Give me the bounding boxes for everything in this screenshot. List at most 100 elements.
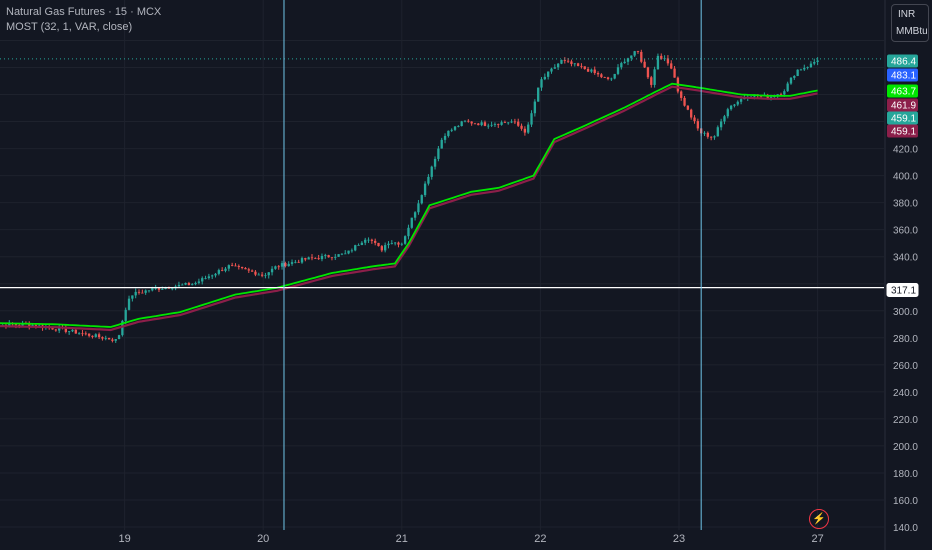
indicator-title[interactable]: MOST (32, 1, VAR, close) xyxy=(6,21,133,33)
candle-body[interactable] xyxy=(211,275,214,277)
candle-body[interactable] xyxy=(593,69,596,73)
candle-body[interactable] xyxy=(111,339,114,341)
candle-body[interactable] xyxy=(84,333,87,335)
candle-body[interactable] xyxy=(533,101,537,114)
candle-body[interactable] xyxy=(716,127,719,137)
candle-body[interactable] xyxy=(350,250,354,252)
candle-body[interactable] xyxy=(503,122,507,124)
candle-body[interactable] xyxy=(114,339,117,341)
candle-body[interactable] xyxy=(463,120,467,122)
candle-body[interactable] xyxy=(340,253,344,255)
candle-body[interactable] xyxy=(410,217,413,228)
candle-body[interactable] xyxy=(107,337,111,340)
candle-body[interactable] xyxy=(287,263,290,267)
candle-body[interactable] xyxy=(570,61,573,65)
candle-body[interactable] xyxy=(500,122,503,125)
candle-body[interactable] xyxy=(566,60,570,62)
candle-body[interactable] xyxy=(347,250,350,254)
candle-body[interactable] xyxy=(403,236,407,244)
candle-body[interactable] xyxy=(121,320,124,336)
candle-body[interactable] xyxy=(393,242,397,244)
candle-body[interactable] xyxy=(517,121,520,126)
candle-body[interactable] xyxy=(267,272,270,276)
candle-body[interactable] xyxy=(310,257,314,259)
candle-body[interactable] xyxy=(789,77,793,84)
candle-body[interactable] xyxy=(247,269,250,271)
candle-body[interactable] xyxy=(709,136,713,138)
candle-body[interactable] xyxy=(683,97,686,106)
candle-body[interactable] xyxy=(733,104,736,106)
candle-body[interactable] xyxy=(453,126,457,130)
candle-body[interactable] xyxy=(370,239,374,241)
candle-body[interactable] xyxy=(630,55,633,59)
candle-body[interactable] xyxy=(87,333,91,336)
candle-body[interactable] xyxy=(18,325,21,326)
candle-body[interactable] xyxy=(377,242,380,247)
candle-body[interactable] xyxy=(171,288,174,290)
candle-body[interactable] xyxy=(64,327,67,332)
candle-body[interactable] xyxy=(633,51,636,56)
candle-body[interactable] xyxy=(806,67,809,68)
candle-body[interactable] xyxy=(304,258,307,260)
candle-body[interactable] xyxy=(660,55,663,59)
candle-body[interactable] xyxy=(28,323,31,327)
candle-body[interactable] xyxy=(384,245,387,251)
candle-body[interactable] xyxy=(656,55,660,70)
candle-body[interactable] xyxy=(447,130,450,136)
candle-body[interactable] xyxy=(307,257,310,260)
candle-body[interactable] xyxy=(477,123,480,126)
candle-body[interactable] xyxy=(400,243,403,245)
candle-body[interactable] xyxy=(470,121,473,124)
candle-body[interactable] xyxy=(141,292,144,294)
candle-body[interactable] xyxy=(300,258,304,263)
candle-body[interactable] xyxy=(314,258,317,259)
candle-body[interactable] xyxy=(690,109,693,118)
candle-body[interactable] xyxy=(443,135,447,140)
candle-body[interactable] xyxy=(493,124,497,125)
candle-body[interactable] xyxy=(497,124,500,125)
candle-body[interactable] xyxy=(380,246,384,251)
candle-body[interactable] xyxy=(736,101,739,105)
candle-body[interactable] xyxy=(217,270,221,274)
candle-body[interactable] xyxy=(91,335,94,337)
candle-body[interactable] xyxy=(620,63,623,68)
candle-body[interactable] xyxy=(440,139,443,149)
candle-body[interactable] xyxy=(766,94,769,99)
candle-body[interactable] xyxy=(270,268,274,273)
most-band-line[interactable] xyxy=(0,85,818,332)
candle-body[interactable] xyxy=(124,309,127,321)
candle-body[interactable] xyxy=(616,67,620,74)
candle-body[interactable] xyxy=(537,87,540,102)
candle-body[interactable] xyxy=(640,51,643,62)
candle-body[interactable] xyxy=(507,122,510,124)
candle-body[interactable] xyxy=(214,273,217,276)
candle-body[interactable] xyxy=(573,63,576,65)
candle-body[interactable] xyxy=(274,266,277,269)
candle-body[interactable] xyxy=(739,99,743,102)
candle-body[interactable] xyxy=(793,75,796,78)
candle-body[interactable] xyxy=(803,67,806,70)
candle-body[interactable] xyxy=(397,242,400,245)
candle-body[interactable] xyxy=(523,128,527,133)
candle-body[interactable] xyxy=(513,121,517,123)
candle-body[interactable] xyxy=(224,268,227,271)
candle-body[interactable] xyxy=(673,68,676,78)
candle-body[interactable] xyxy=(201,278,204,282)
candle-body[interactable] xyxy=(520,125,523,129)
candle-body[interactable] xyxy=(360,242,364,246)
candle-body[interactable] xyxy=(390,243,393,244)
candle-body[interactable] xyxy=(317,258,320,260)
candle-body[interactable] xyxy=(54,329,58,331)
candle-body[interactable] xyxy=(540,79,543,88)
candle-body[interactable] xyxy=(696,121,700,129)
candle-body[interactable] xyxy=(354,245,357,251)
candle-body[interactable] xyxy=(613,73,616,79)
candle-body[interactable] xyxy=(67,331,71,333)
candle-body[interactable] xyxy=(134,291,137,296)
candle-body[interactable] xyxy=(237,265,240,267)
lightning-icon[interactable]: ⚡ xyxy=(809,509,829,529)
candle-body[interactable] xyxy=(387,243,390,246)
candle-body[interactable] xyxy=(467,120,470,122)
candle-body[interactable] xyxy=(560,60,563,64)
